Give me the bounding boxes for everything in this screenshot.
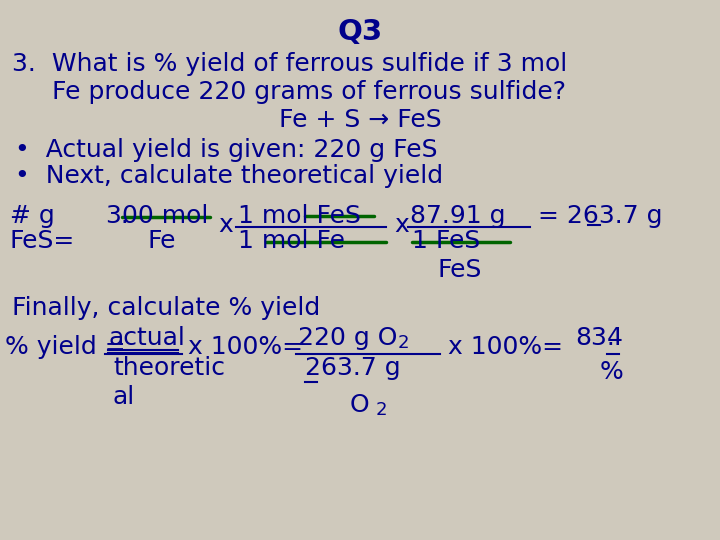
Text: theoretic: theoretic xyxy=(113,356,225,380)
Text: = 263.7 g: = 263.7 g xyxy=(538,204,662,228)
Text: Fe + S → FeS: Fe + S → FeS xyxy=(279,108,441,132)
Text: x: x xyxy=(394,213,409,237)
Text: 83.: 83. xyxy=(575,326,615,350)
Text: 4: 4 xyxy=(607,326,623,350)
Text: Q3: Q3 xyxy=(338,18,382,46)
Text: 3.  What is % yield of ferrous sulfide if 3 mol: 3. What is % yield of ferrous sulfide if… xyxy=(12,52,567,76)
Text: # g: # g xyxy=(10,204,55,228)
Text: 2: 2 xyxy=(376,401,387,419)
Text: 1 mol Fe: 1 mol Fe xyxy=(238,229,345,253)
Text: % yield =: % yield = xyxy=(5,335,125,359)
Text: %: % xyxy=(600,360,624,384)
Text: 220 g O: 220 g O xyxy=(298,326,397,350)
Text: 263.7 g: 263.7 g xyxy=(305,356,400,380)
Text: x 100%=: x 100%= xyxy=(448,335,563,359)
Text: al: al xyxy=(113,385,135,409)
Text: FeS: FeS xyxy=(438,258,482,282)
Text: O: O xyxy=(350,393,369,417)
Text: •  Actual yield is given: 220 g FeS: • Actual yield is given: 220 g FeS xyxy=(15,138,438,162)
Text: x 100%=: x 100%= xyxy=(188,335,303,359)
Text: •  Next, calculate theoretical yield: • Next, calculate theoretical yield xyxy=(15,164,443,188)
Text: 2: 2 xyxy=(398,334,410,352)
Text: Finally, calculate % yield: Finally, calculate % yield xyxy=(12,296,320,320)
Text: Fe produce 220 grams of ferrous sulfide?: Fe produce 220 grams of ferrous sulfide? xyxy=(12,80,566,104)
Text: 1 FeS: 1 FeS xyxy=(412,229,480,253)
Text: FeS=: FeS= xyxy=(10,229,76,253)
Text: 3.: 3. xyxy=(105,204,129,228)
Text: actual: actual xyxy=(108,326,185,350)
Text: x: x xyxy=(218,213,233,237)
Text: Fe: Fe xyxy=(148,229,176,253)
Text: 87.91 g: 87.91 g xyxy=(410,204,505,228)
Text: 00 mol: 00 mol xyxy=(122,204,208,228)
Text: 1 mol FeS: 1 mol FeS xyxy=(238,204,361,228)
